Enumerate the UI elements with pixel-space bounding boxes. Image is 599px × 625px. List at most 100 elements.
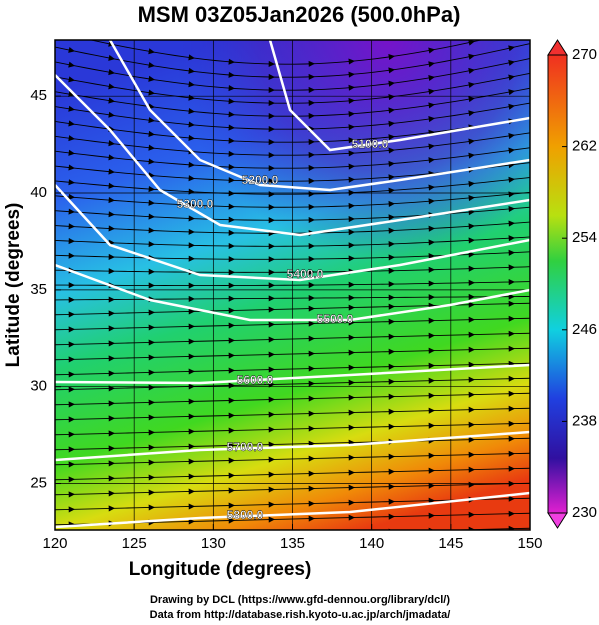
stream-arrow (68, 179, 75, 186)
stream-arrow (148, 324, 155, 331)
stream-arrow (428, 392, 435, 399)
stream-arrow (308, 60, 315, 67)
stream-arrow (388, 363, 395, 370)
stream-arrow (428, 184, 435, 191)
stream-arrow (68, 105, 75, 112)
stream-arrow (428, 61, 435, 68)
stream-arrow (68, 341, 75, 348)
stream-arrow (308, 500, 315, 507)
contour-line (268, 40, 530, 152)
stream-arrow (468, 361, 475, 368)
stream-arrow (268, 269, 275, 276)
stream-arrow (508, 465, 515, 472)
title: MSM 03Z05Jan2026 (500.0hPa) (138, 2, 461, 27)
x-tick-label: 140 (359, 535, 384, 552)
stream-arrow (348, 499, 355, 506)
stream-arrow (468, 346, 475, 353)
stream-arrow (388, 303, 395, 310)
stream-arrow (228, 457, 235, 464)
streamline (55, 482, 530, 496)
stream-arrow (228, 58, 235, 65)
stream-arrow (348, 294, 355, 301)
stream-arrow (508, 103, 515, 110)
stream-arrow (348, 137, 355, 144)
stream-arrow (228, 517, 235, 524)
stream-arrow (268, 516, 275, 523)
stream-arrow (308, 242, 315, 250)
stream-arrow (508, 235, 515, 242)
stream-arrow (388, 453, 395, 460)
stream-arrow (148, 75, 155, 82)
stream-arrow (68, 296, 75, 303)
colorbar-tick-label: 262 (572, 138, 597, 155)
stream-arrow (108, 140, 115, 147)
stream-arrow (468, 180, 475, 187)
stream-arrow (188, 488, 195, 495)
stream-arrow (68, 208, 75, 215)
contour-line (108, 40, 530, 192)
y-axis-label: Latitude (degrees) (3, 203, 24, 368)
stream-arrow (228, 216, 235, 223)
stream-arrow (68, 386, 75, 393)
y-tick-label: 30 (30, 378, 47, 395)
stream-arrow (68, 223, 75, 230)
stream-arrow (68, 46, 75, 53)
stream-arrow (108, 490, 115, 497)
stream-arrow (308, 151, 315, 158)
stream-arrow (228, 85, 235, 92)
stream-arrow (68, 356, 75, 363)
stream-arrow (148, 130, 155, 137)
stream-arrow (428, 102, 435, 109)
stream-arrow (308, 282, 315, 289)
stream-arrow (508, 405, 515, 412)
stream-arrow (468, 209, 475, 216)
stream-arrow (228, 427, 235, 434)
stream-arrow (188, 67, 195, 74)
stream-arrow (388, 281, 395, 288)
stream-arrow (508, 450, 515, 457)
stream-arrow (108, 385, 115, 392)
stream-arrow (68, 282, 75, 289)
stream-arrow (428, 74, 435, 81)
stream-arrow (468, 391, 475, 398)
stream-arrow (68, 76, 75, 83)
stream-arrow (108, 69, 115, 76)
stream-arrow (228, 190, 235, 197)
stream-arrow (388, 80, 395, 87)
colorbar-max-arrow (547, 39, 568, 56)
streamline (55, 72, 530, 104)
stream-arrow (308, 380, 315, 387)
streamline (55, 58, 530, 91)
stream-arrow (508, 89, 515, 96)
stream-arrow (348, 229, 355, 236)
stream-arrow (388, 423, 395, 430)
stream-arrow (508, 330, 515, 337)
stream-arrow (188, 81, 195, 88)
stream-arrow (148, 185, 155, 193)
stream-arrow (348, 484, 355, 491)
stream-arrow (508, 525, 515, 530)
stream-arrow (308, 425, 315, 432)
stream-arrow (228, 397, 235, 404)
stream-arrow (388, 67, 395, 74)
stream-arrow (308, 395, 315, 402)
stream-arrow (108, 211, 115, 218)
y-tick-label: 35 (30, 281, 47, 298)
stream-arrow (348, 124, 355, 131)
stream-arrow (308, 190, 315, 198)
stream-arrow (148, 504, 155, 511)
stream-arrow (268, 351, 275, 358)
stream-arrow (308, 515, 315, 522)
stream-arrow (508, 278, 515, 286)
stream-arrow (269, 532, 275, 538)
stream-arrow (188, 188, 195, 195)
stream-arrow (348, 97, 355, 104)
stream-arrow (229, 533, 235, 539)
stream-arrow (268, 204, 275, 211)
stream-arrow (508, 191, 515, 198)
stream-arrow (268, 191, 275, 198)
stream-arrow (109, 535, 115, 541)
stream-arrow (148, 429, 155, 436)
stream-arrow (228, 352, 235, 359)
